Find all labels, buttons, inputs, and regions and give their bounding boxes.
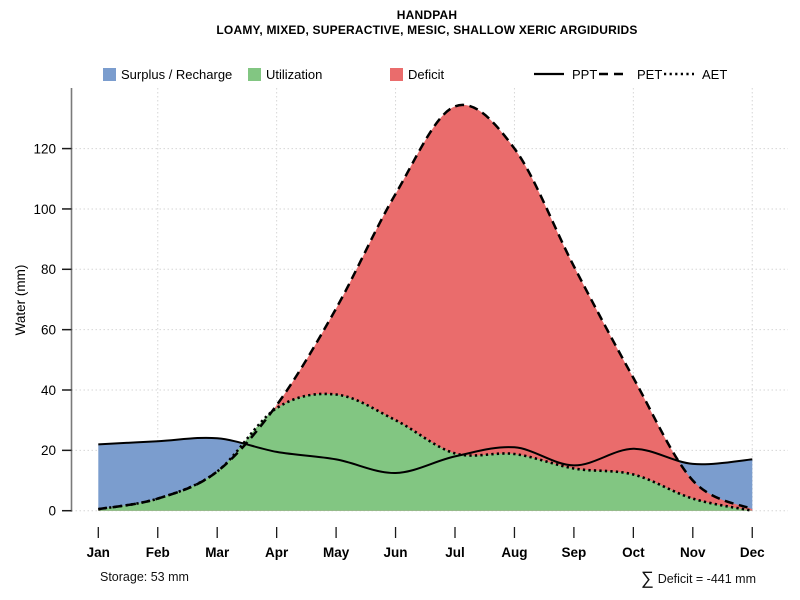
pet-line [98, 103, 753, 511]
legend-label-deficit: Deficit [408, 66, 445, 82]
deficit-area [98, 104, 753, 511]
x-tick-label: Jun [384, 545, 408, 560]
legend-item-pet: PET [598, 66, 662, 82]
y-tick-label: 40 [41, 383, 56, 398]
legend-label-aet: AET [702, 66, 728, 82]
aet-line [98, 392, 753, 512]
chart-header: HANDPAH LOAMY, MIXED, SUPERACTIVE, MESIC… [54, 8, 800, 38]
ppt-line [98, 436, 753, 475]
legend-item-deficit: Deficit [390, 66, 444, 82]
y-tick-label: 20 [41, 443, 56, 458]
x-tick-label: Dec [740, 545, 765, 560]
legend-label-ppt: PPT [572, 66, 598, 82]
y-axis-title: Water (mm) [13, 265, 28, 336]
x-tick-label: Aug [501, 545, 527, 560]
x-tick-label: Feb [146, 545, 170, 560]
utilization-swatch-icon [248, 67, 261, 81]
x-tick-label: May [323, 545, 350, 560]
deficit-sum-note: ∑ Deficit = -441 mm [641, 567, 756, 588]
y-tick-label: 100 [33, 202, 56, 217]
sigma-symbol: ∑ [640, 568, 654, 588]
pet-line-sample-icon [599, 72, 629, 76]
surplus-swatch-icon [103, 67, 116, 81]
legend-item-surplus: Surplus / Recharge [103, 66, 232, 82]
deficit-sum-text: Deficit = -441 mm [657, 572, 756, 586]
legend-item-utilization: Utilization [248, 66, 322, 82]
x-tick-label: Oct [622, 545, 645, 560]
y-tick-label: 120 [33, 141, 56, 156]
legend-label-pet: PET [637, 66, 663, 82]
legend-item-ppt: PPT [533, 66, 597, 82]
chart-title: HANDPAH [396, 8, 458, 22]
x-tick-label: Mar [205, 545, 230, 560]
deficit-swatch-icon [390, 67, 403, 81]
legend-item-aet: AET [663, 66, 727, 82]
x-tick-label: Jan [87, 545, 110, 560]
chart-legend: Surplus / Recharge Utilization Deficit P… [0, 0, 800, 90]
legend-label-surplus: Surplus / Recharge [121, 66, 233, 82]
x-tick-label: Sep [562, 545, 587, 560]
x-tick-label: Jul [445, 545, 465, 560]
storage-note: Storage: 53 mm [100, 570, 189, 584]
y-tick-label: 80 [41, 262, 56, 277]
y-tick-label: 60 [41, 323, 56, 338]
chart-subtitle: LOAMY, MIXED, SUPERACTIVE, MESIC, SHALLO… [216, 23, 638, 37]
ppt-line-sample-icon [534, 72, 564, 76]
y-tick-label: 0 [48, 504, 56, 519]
x-tick-label: Nov [680, 545, 706, 560]
legend-label-utilization: Utilization [266, 66, 323, 82]
x-tick-label: Apr [265, 545, 289, 560]
